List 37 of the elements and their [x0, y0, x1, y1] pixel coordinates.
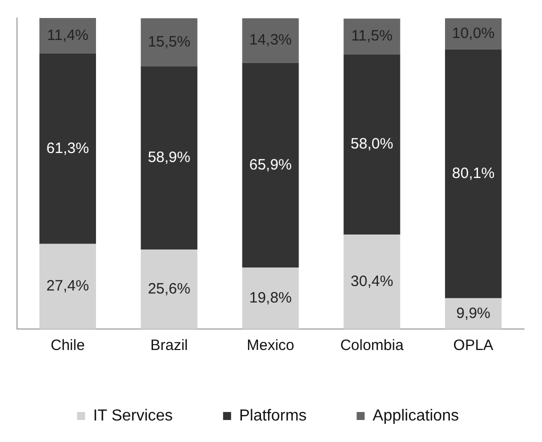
- bar: [344, 234, 400, 329]
- data-label: 11,4%: [46, 26, 88, 44]
- data-label: 10,0%: [452, 24, 495, 42]
- x-tick-label: Colombia: [340, 337, 404, 354]
- bar: [344, 54, 400, 235]
- x-tick-label: Brazil: [150, 337, 188, 354]
- data-label: 27,4%: [46, 278, 89, 295]
- bar: [140, 66, 198, 250]
- legend-label: IT Services: [93, 407, 173, 424]
- data-label: 11,5%: [351, 28, 393, 45]
- legend-label: Applications: [372, 407, 459, 424]
- data-label: 15,5%: [148, 34, 190, 51]
- data-label: 58,0%: [350, 136, 394, 153]
- bar: [140, 18, 198, 66]
- data-label: 19,8%: [249, 289, 292, 306]
- data-label: 9,9%: [456, 304, 490, 322]
- bar: [242, 18, 299, 63]
- data-label: 58,9%: [148, 149, 190, 166]
- legend-label: Platforms: [239, 407, 307, 424]
- data-label: 61,3%: [46, 140, 89, 157]
- x-tick-label: Mexico: [246, 337, 294, 354]
- bar: [242, 62, 299, 268]
- bar: [39, 244, 96, 329]
- bar: [39, 18, 96, 54]
- data-label: 14,3%: [249, 32, 292, 49]
- bar: [242, 267, 299, 329]
- data-label: 80,1%: [452, 164, 495, 182]
- x-tick-label: OPLA: [453, 337, 494, 354]
- data-label: 30,4%: [350, 272, 394, 290]
- bar: [445, 298, 502, 329]
- data-label: 25,6%: [148, 280, 190, 298]
- data-label: 65,9%: [249, 156, 292, 174]
- bar: [445, 49, 502, 298]
- x-tick-label: Chile: [50, 337, 85, 354]
- bar: [140, 249, 198, 329]
- bar: [39, 53, 96, 244]
- bar: [344, 18, 400, 54]
